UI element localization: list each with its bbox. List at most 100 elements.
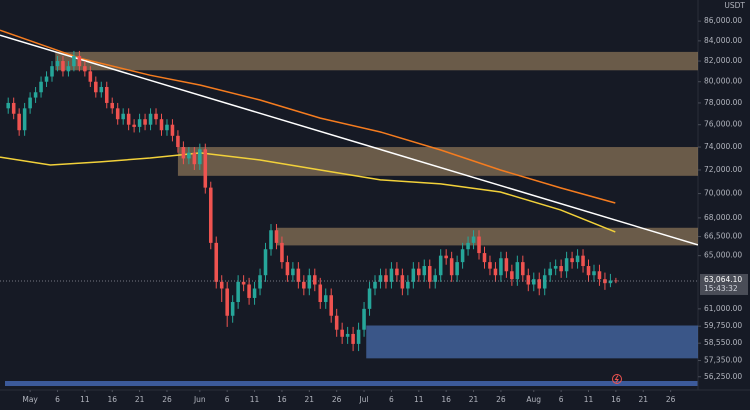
candle: [340, 322, 344, 344]
candle: [603, 272, 607, 290]
candle: [526, 268, 531, 292]
candle: [72, 50, 76, 72]
candle-body: [263, 249, 268, 276]
candle-body: [531, 279, 536, 285]
x-tick-label: 26: [332, 395, 342, 404]
candle: [252, 281, 257, 305]
candle: [61, 55, 65, 77]
candle: [176, 130, 180, 153]
candle: [318, 277, 323, 309]
candle: [542, 268, 547, 296]
candle: [77, 50, 82, 72]
candle-body: [77, 55, 82, 67]
candle-body: [444, 255, 448, 259]
candle-body: [72, 55, 76, 67]
candle-body: [269, 230, 273, 250]
candle-body: [17, 113, 21, 131]
candle: [39, 76, 43, 98]
candle-body: [345, 333, 350, 337]
candle: [280, 236, 284, 269]
candle: [345, 326, 350, 344]
candle-body: [526, 275, 531, 285]
candle: [165, 119, 169, 136]
y-tick-label: 61,000.00: [704, 304, 742, 313]
candle-body: [504, 258, 509, 272]
candle: [192, 147, 197, 170]
candle: [400, 268, 405, 296]
candle: [395, 262, 399, 282]
candle: [263, 242, 268, 282]
candle: [50, 61, 54, 82]
candle-body: [411, 268, 416, 282]
candle: [258, 268, 262, 296]
candle-body: [99, 86, 104, 93]
candle-body: [564, 258, 569, 272]
candle: [373, 275, 377, 296]
candle-body: [296, 268, 301, 282]
candle-body: [586, 266, 591, 276]
candle-body: [581, 255, 585, 267]
candle: [378, 268, 383, 289]
candle-body: [170, 124, 175, 136]
candle: [88, 66, 93, 87]
candle-body: [61, 61, 65, 72]
candle: [553, 259, 558, 276]
candle: [548, 262, 552, 282]
candle: [208, 181, 213, 250]
candle: [515, 255, 520, 286]
y-tick-label: 76,000.00: [704, 120, 742, 129]
candle-body: [367, 288, 372, 309]
candle-body: [104, 86, 109, 103]
candle: [170, 119, 175, 142]
candle-body: [159, 119, 164, 131]
candle: [444, 249, 448, 265]
candle: [417, 262, 421, 282]
candle-body: [285, 262, 290, 276]
currency-label: USDT: [724, 1, 745, 10]
zone: [177, 147, 698, 176]
candle-body: [356, 329, 361, 344]
candle-body: [373, 281, 377, 289]
x-tick-label: 16: [611, 395, 621, 404]
candle: [104, 81, 109, 109]
candle: [570, 251, 574, 269]
candle: [126, 108, 131, 131]
candle: [236, 275, 240, 309]
candle-body: [499, 258, 503, 276]
candle-body: [406, 281, 410, 289]
candle-body: [466, 242, 470, 250]
candle: [28, 92, 32, 114]
candle-body: [592, 271, 596, 276]
y-tick-label: 56,250.00: [704, 372, 742, 381]
candle: [143, 113, 147, 131]
candle-body: [438, 255, 443, 276]
candle-body: [422, 266, 427, 276]
candle: [389, 262, 394, 289]
candle-body: [55, 61, 60, 67]
volume-strip: [5, 381, 698, 386]
alert-icon[interactable]: [612, 374, 622, 384]
candle-body: [219, 281, 224, 289]
candle: [187, 147, 191, 165]
candle: [531, 272, 536, 292]
candle: [198, 143, 202, 170]
candle: [137, 113, 142, 133]
y-tick-label: 70,000.00: [704, 189, 742, 198]
candle-body: [44, 76, 49, 82]
candle-body: [323, 295, 328, 303]
candle-body: [143, 119, 147, 125]
candle-body: [176, 135, 180, 148]
candle-body: [6, 102, 10, 109]
candle-body: [471, 236, 476, 243]
candle-body: [548, 268, 552, 276]
candle: [411, 262, 416, 289]
candle-body: [274, 230, 279, 243]
x-tick-label: 6: [225, 395, 230, 404]
last-price-label: 63,064.10: [704, 275, 742, 284]
candle: [241, 275, 246, 292]
candle-body: [329, 295, 333, 316]
y-tick-label: 57,350.00: [704, 356, 742, 365]
candle: [608, 273, 613, 288]
candle-body: [94, 81, 98, 93]
